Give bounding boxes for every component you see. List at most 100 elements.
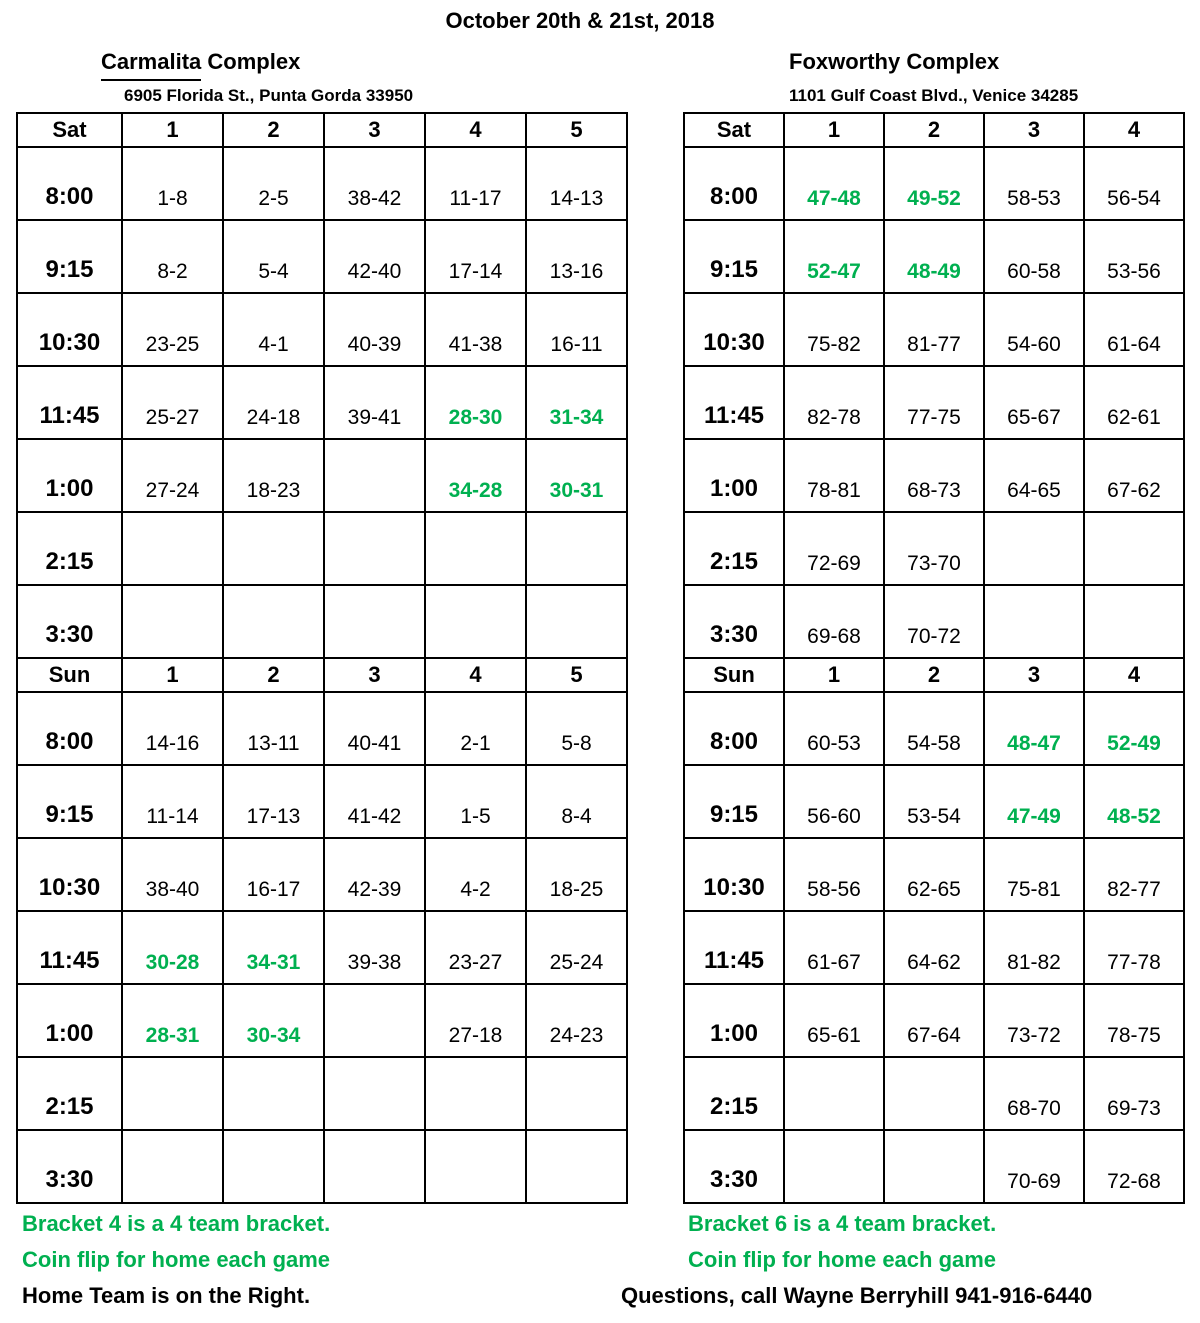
foxworthy-sat-100-time-label: 1:00: [683, 438, 785, 513]
foxworthy-sat-court-4-header: 4: [1083, 112, 1185, 148]
foxworthy-sun-915-court-3-score: 47-49: [983, 764, 1085, 839]
carmalita-notes: Bracket 4 is a 4 team bracket. Coin flip …: [22, 1206, 330, 1314]
foxworthy-sun-100-court-4-score: 78-75: [1083, 983, 1185, 1058]
carmalita-sat-day-label: Sat: [16, 112, 123, 148]
foxworthy-sun-215-time-label: 2:15: [683, 1056, 785, 1131]
foxworthy-sun-330-court-4-score: 72-68: [1083, 1129, 1185, 1204]
carmalita-sat-court-2-header: 2: [222, 112, 325, 148]
carmalita-sun-1030-court-3-score: 42-39: [323, 837, 426, 912]
carmalita-sat-100-court-4-score: 34-28: [424, 438, 527, 513]
carmalita-sun-330-court-5-score: [525, 1129, 628, 1204]
carmalita-sat-330-court-5-score: [525, 584, 628, 659]
carmalita-sun-100-court-1-score: 28-31: [121, 983, 224, 1058]
foxworthy-sat-330-court-1-score: 69-68: [783, 584, 885, 659]
carmalita-sun-1030-court-2-score: 16-17: [222, 837, 325, 912]
carmalita-sun-row-800: 8:00 14-16 13-11 40-41 2-1 5-8: [16, 691, 628, 766]
carmalita-table-area: Sat 1 2 3 4 5 8:00 1-8 2-5 38-42 11-17 14-13 9:15 8-2…: [16, 112, 628, 1204]
foxworthy-note-1: Bracket 6 is a 4 team bracket.: [688, 1211, 997, 1236]
foxworthy-sun-row-215: 2:15 68-70 69-73: [683, 1056, 1185, 1131]
carmalita-sun-1145-court-4-score: 23-27: [424, 910, 527, 985]
carmalita-sat-330-court-3-score: [323, 584, 426, 659]
foxworthy-sun-row-800: 8:00 60-53 54-58 48-47 52-49: [683, 691, 1185, 766]
foxworthy-sat-800-time-label: 8:00: [683, 146, 785, 221]
foxworthy-sun-100-court-2-score: 67-64: [883, 983, 985, 1058]
carmalita-sun-court-5-header: 5: [525, 657, 628, 693]
foxworthy-sun-row-330: 3:30 70-69 72-68: [683, 1129, 1185, 1204]
carmalita-sun-row-1145: 11:45 30-28 34-31 39-38 23-27 25-24: [16, 910, 628, 985]
carmalita-sun-215-time-label: 2:15: [16, 1056, 123, 1131]
carmalita-sat-330-court-1-score: [121, 584, 224, 659]
carmalita-sat-court-5-header: 5: [525, 112, 628, 148]
carmalita-sat-row-100: 1:00 27-24 18-23 34-28 30-31: [16, 438, 628, 513]
carmalita-sat-1145-court-3-score: 39-41: [323, 365, 426, 440]
foxworthy-sun-1145-court-1-score: 61-67: [783, 910, 885, 985]
carmalita-sun-215-court-1-score: [121, 1056, 224, 1131]
carmalita-sat-1030-court-1-score: 23-25: [121, 292, 224, 367]
foxworthy-sat-1030-court-2-score: 81-77: [883, 292, 985, 367]
page-title: October 20th & 21st, 2018: [445, 8, 715, 33]
foxworthy-sat-915-time-label: 9:15: [683, 219, 785, 294]
carmalita-sun-215-court-5-score: [525, 1056, 628, 1131]
foxworthy-sun-330-court-3-score: 70-69: [983, 1129, 1085, 1204]
foxworthy-sat-court-1-header: 1: [783, 112, 885, 148]
foxworthy-sat-330-court-4-score: [1083, 584, 1185, 659]
foxworthy-sun-800-court-4-score: 52-49: [1083, 691, 1185, 766]
carmalita-sat-1145-time-label: 11:45: [16, 365, 123, 440]
carmalita-sat-1145-court-2-score: 24-18: [222, 365, 325, 440]
carmalita-schedule-table: Sat 1 2 3 4 5 8:00 1-8 2-5 38-42 11-17 14-13 9:15 8-2…: [16, 112, 628, 1204]
foxworthy-sat-330-court-2-score: 70-72: [883, 584, 985, 659]
foxworthy-sat-915-court-3-score: 60-58: [983, 219, 1085, 294]
foxworthy-sun-row-915: 9:15 56-60 53-54 47-49 48-52: [683, 764, 1185, 839]
foxworthy-sat-row-915: 9:15 52-47 48-49 60-58 53-56: [683, 219, 1185, 294]
carmalita-sun-330-time-label: 3:30: [16, 1129, 123, 1204]
carmalita-sun-1145-court-3-score: 39-38: [323, 910, 426, 985]
carmalita-sun-915-court-5-score: 8-4: [525, 764, 628, 839]
carmalita-sat-100-time-label: 1:00: [16, 438, 123, 513]
foxworthy-sat-215-court-4-score: [1083, 511, 1185, 586]
foxworthy-sat-330-court-3-score: [983, 584, 1085, 659]
foxworthy-sat-row-800: 8:00 47-48 49-52 58-53 56-54: [683, 146, 1185, 221]
carmalita-sun-330-court-3-score: [323, 1129, 426, 1204]
carmalita-sat-215-court-5-score: [525, 511, 628, 586]
foxworthy-sun-915-court-1-score: 56-60: [783, 764, 885, 839]
carmalita-sun-1030-court-1-score: 38-40: [121, 837, 224, 912]
carmalita-sat-330-court-2-score: [222, 584, 325, 659]
foxworthy-sat-100-court-1-score: 78-81: [783, 438, 885, 513]
foxworthy-note-2: Coin flip for home each game: [688, 1247, 997, 1272]
carmalita-sat-1030-court-5-score: 16-11: [525, 292, 628, 367]
carmalita-sun-1145-time-label: 11:45: [16, 910, 123, 985]
carmalita-sun-800-court-2-score: 13-11: [222, 691, 325, 766]
carmalita-sat-330-court-4-score: [424, 584, 527, 659]
foxworthy-sun-header-row: Sun 1 2 3 4: [683, 657, 1185, 693]
carmalita-sun-row-330: 3:30: [16, 1129, 628, 1204]
foxworthy-sat-row-1145: 11:45 82-78 77-75 65-67 62-61: [683, 365, 1185, 440]
carmalita-sun-800-court-3-score: 40-41: [323, 691, 426, 766]
carmalita-sat-915-court-3-score: 42-40: [323, 219, 426, 294]
foxworthy-sat-330-time-label: 3:30: [683, 584, 785, 659]
foxworthy-sat-215-time-label: 2:15: [683, 511, 785, 586]
carmalita-sun-court-3-header: 3: [323, 657, 426, 693]
foxworthy-sun-1145-court-4-score: 77-78: [1083, 910, 1185, 985]
foxworthy-sat-1030-court-4-score: 61-64: [1083, 292, 1185, 367]
carmalita-sun-100-court-5-score: 24-23: [525, 983, 628, 1058]
foxworthy-sun-215-court-2-score: [883, 1056, 985, 1131]
foxworthy-sat-800-court-2-score: 49-52: [883, 146, 985, 221]
carmalita-note-1: Bracket 4 is a 4 team bracket.: [22, 1211, 331, 1236]
foxworthy-sat-100-court-3-score: 64-65: [983, 438, 1085, 513]
foxworthy-sat-row-330: 3:30 69-68 70-72: [683, 584, 1185, 659]
carmalita-sat-row-1030: 10:30 23-25 4-1 40-39 41-38 16-11: [16, 292, 628, 367]
carmalita-sat-row-215: 2:15: [16, 511, 628, 586]
carmalita-sat-915-time-label: 9:15: [16, 219, 123, 294]
carmalita-sat-215-court-4-score: [424, 511, 527, 586]
foxworthy-sun-court-4-header: 4: [1083, 657, 1185, 693]
foxworthy-sun-915-court-4-score: 48-52: [1083, 764, 1185, 839]
foxworthy-address: 1101 Gulf Coast Blvd., Venice 34285: [789, 86, 1079, 105]
foxworthy-sun-800-time-label: 8:00: [683, 691, 785, 766]
carmalita-sun-court-2-header: 2: [222, 657, 325, 693]
foxworthy-sun-1145-court-3-score: 81-82: [983, 910, 1085, 985]
foxworthy-sat-row-215: 2:15 72-69 73-70: [683, 511, 1185, 586]
foxworthy-sat-header-row: Sat 1 2 3 4: [683, 112, 1185, 148]
foxworthy-note-3: Questions, call Wayne Berryhill 941-916-…: [621, 1283, 1093, 1308]
foxworthy-sat-800-court-3-score: 58-53: [983, 146, 1085, 221]
carmalita-sat-1030-court-2-score: 4-1: [222, 292, 325, 367]
